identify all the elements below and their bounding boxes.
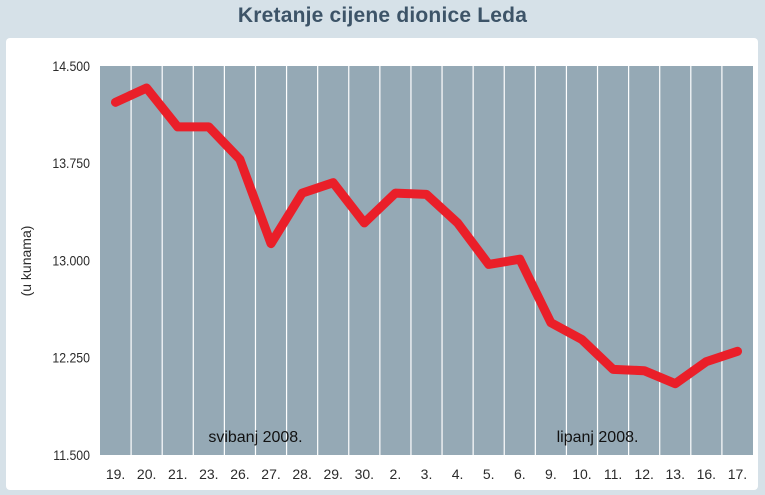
- y-tick-label: 13.750: [52, 156, 90, 172]
- x-tick-label: 9.: [545, 466, 557, 482]
- x-tick-label: 5.: [483, 466, 495, 482]
- x-tick-label: 21.: [168, 466, 187, 482]
- x-tick-label: 26.: [230, 466, 249, 482]
- x-tick-label: 23.: [199, 466, 218, 482]
- x-tick-label: 28.: [292, 466, 311, 482]
- x-tick-label: 2.: [390, 466, 402, 482]
- x-tick-label: 3.: [421, 466, 433, 482]
- x-tick-label: 17.: [728, 466, 747, 482]
- chart-title: Kretanje cijene dionice Leda: [237, 4, 528, 27]
- x-tick-label: 4.: [452, 466, 464, 482]
- y-tick-label: 14.500: [52, 58, 90, 74]
- y-tick-label: 12.250: [52, 350, 90, 366]
- x-tick-label: 27.: [261, 466, 280, 482]
- x-tick-label: 19.: [106, 466, 125, 482]
- x-tick-label: 30.: [355, 466, 374, 482]
- month-annotation: lipanj 2008.: [557, 429, 639, 446]
- x-tick-label: 13.: [666, 466, 685, 482]
- x-tick-label: 16.: [697, 466, 716, 482]
- month-annotation: svibanj 2008.: [208, 429, 302, 446]
- x-tick-label: 6.: [514, 466, 526, 482]
- x-tick-label: 29.: [323, 466, 342, 482]
- x-tick-label: 11.: [604, 466, 622, 482]
- x-tick-label: 10.: [572, 466, 591, 482]
- x-tick-label: 12.: [634, 466, 653, 482]
- y-axis-label: (u kunama): [18, 226, 34, 297]
- y-tick-label: 11.500: [53, 447, 90, 463]
- y-tick-label: 13.000: [52, 253, 90, 269]
- x-tick-label: 20.: [137, 466, 156, 482]
